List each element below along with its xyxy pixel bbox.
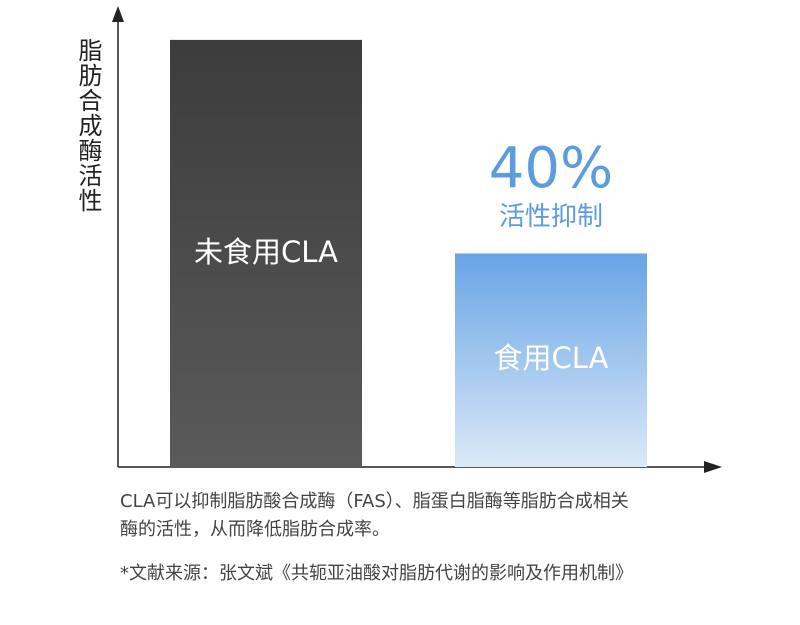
y-axis-label: 脂肪合成酶活性 [74,38,102,213]
bar-label: 未食用CLA [194,235,338,269]
note: 酶的活性，从而降低脂肪合成率。 [120,519,390,540]
annotation-text: 活性抑制 [499,202,603,232]
bar [455,253,647,467]
note: CLA可以抑制脂肪酸合成酶（FAS）、脂蛋白脂酶等脂肪合成相关 [120,491,629,512]
bar [170,39,362,468]
source: *文献来源：张文斌《共轭亚油酸对脂肪代谢的影响及作用机制》 [120,563,633,584]
bar-label: 食用CLA [494,341,609,375]
x-axis-arrow [704,461,722,473]
annotation-value: 40% [489,136,613,201]
y-axis-arrow [112,6,124,22]
